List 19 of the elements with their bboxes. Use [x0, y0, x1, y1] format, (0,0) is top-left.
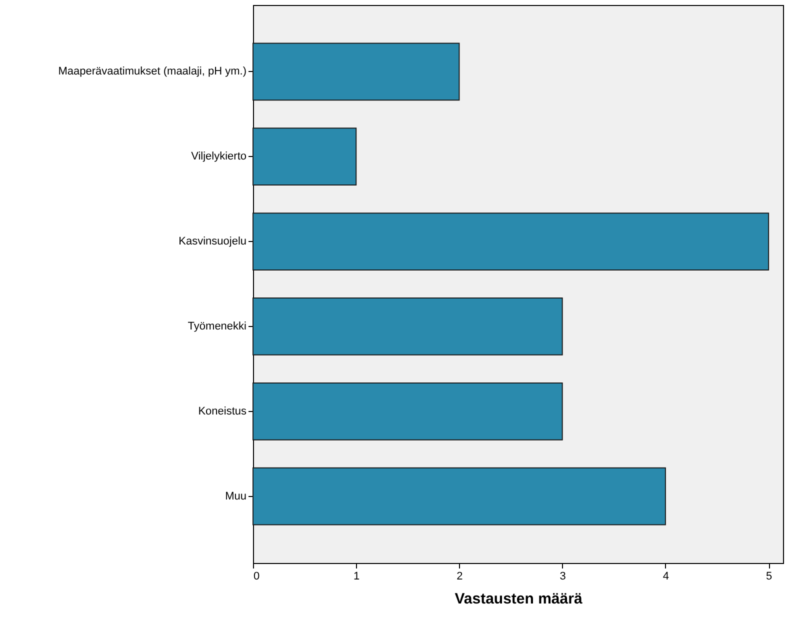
- bar: [252, 42, 460, 101]
- y-tick-label: Maaperävaatimukset (maalaji, pH ym.): [58, 66, 246, 78]
- bar: [252, 128, 357, 186]
- y-tick-label: Koneistus: [198, 405, 247, 418]
- x-tick-label: 4: [662, 570, 670, 582]
- x-tick-label: 2: [456, 570, 463, 582]
- x-tick-label: 1: [354, 570, 360, 582]
- y-tick-label: Kasvinsuojelu: [178, 236, 246, 248]
- x-axis-title: Vastausten määrä: [454, 590, 583, 608]
- bar: [252, 298, 563, 356]
- x-tick-label: 3: [560, 570, 566, 582]
- y-tick-label: Työmenekki: [188, 320, 246, 332]
- bar: [252, 467, 666, 526]
- bar: [252, 212, 770, 270]
- x-tick-label: 0: [254, 570, 260, 582]
- y-tick-label: Muu: [225, 490, 246, 502]
- bar: [252, 382, 563, 440]
- x-tick-label: 5: [766, 570, 772, 582]
- y-tick-label: Viljelykierto: [191, 150, 246, 163]
